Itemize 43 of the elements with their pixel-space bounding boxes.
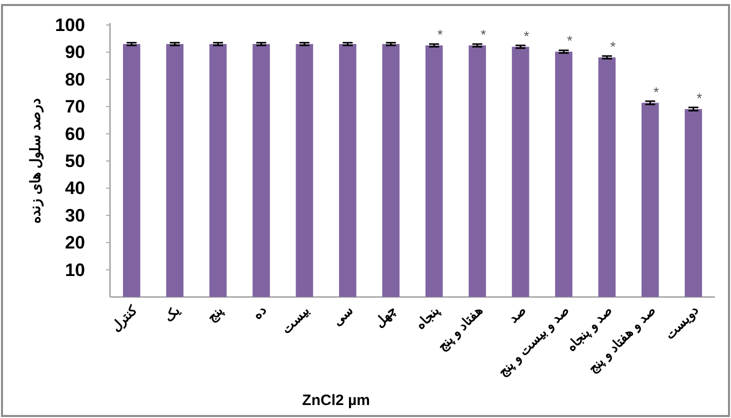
x-tick-label: یک [161, 302, 183, 324]
annotation: * [437, 26, 444, 42]
annotation: * [653, 84, 660, 100]
bar [252, 44, 270, 297]
bar [512, 46, 530, 297]
bar [468, 45, 486, 297]
bar [209, 44, 227, 297]
y-tick-label: 10 [64, 260, 85, 280]
x-tick-label: بیست [278, 302, 313, 336]
y-tick-label: 30 [64, 205, 85, 226]
y-tick-label: 70 [64, 96, 85, 117]
x-tick-label: سی [330, 302, 356, 329]
annotation: * [610, 38, 616, 54]
annotation: * [567, 32, 574, 49]
x-tick-label: دویست [662, 302, 702, 343]
y-tick-label: 50 [64, 151, 85, 171]
x-tick-label: صد [505, 302, 529, 326]
y-tick-label: 60 [64, 124, 85, 144]
x-tick-label: کنترل [108, 302, 142, 336]
bar [598, 57, 616, 297]
x-axis-title: ZnCl2 µm [302, 392, 370, 409]
x-tick-label: چهل [371, 302, 400, 331]
y-tick-label: 90 [64, 42, 85, 62]
y-tick-label: 100 [54, 15, 85, 35]
bar [642, 102, 659, 297]
bar [555, 52, 572, 297]
annotation: * [524, 28, 530, 44]
x-tick-label: پنجاه [412, 302, 443, 333]
y-axis-title: درصد سلول های زنده [27, 98, 44, 224]
annotation: * [696, 90, 703, 106]
bar [122, 44, 140, 297]
x-tick-label: ده [250, 302, 270, 322]
bar [382, 44, 400, 297]
y-tick-label: 40 [64, 178, 85, 198]
bar [684, 109, 702, 297]
y-tick-label: 80 [64, 69, 85, 90]
bar [425, 45, 443, 297]
bar [339, 44, 356, 297]
x-tick-label: پنج [204, 302, 227, 326]
bar [166, 44, 184, 297]
y-tick-label: 20 [64, 232, 85, 253]
bar [296, 44, 314, 297]
annotation: * [480, 26, 487, 42]
